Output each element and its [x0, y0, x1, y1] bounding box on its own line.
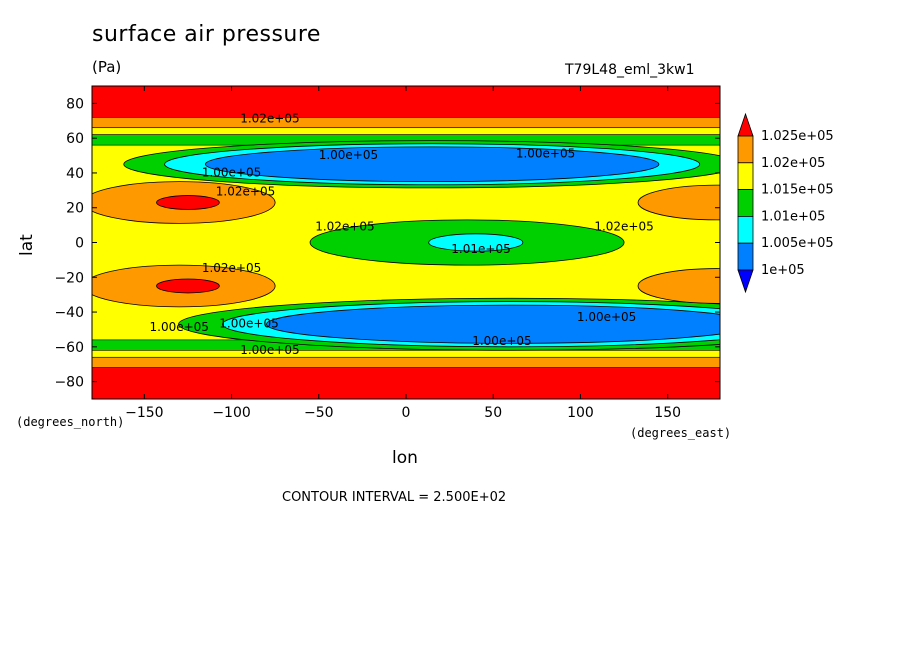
contour-label-7: 1.02e+05: [594, 219, 653, 233]
y-tick-label-5: 20: [66, 201, 84, 217]
x-tick-label-5: 100: [567, 405, 594, 421]
lat-band-5: [92, 350, 720, 358]
contour-label-2: 1.00e+05: [516, 146, 575, 160]
y-axis-unit-note: (degrees_north): [16, 415, 125, 429]
lat-band-7: [92, 367, 720, 399]
colorbar-label-4: 1.005e+05: [761, 236, 834, 251]
colorbar-top-arrow: [737, 112, 754, 137]
y-tick-label-3: −20: [54, 270, 84, 286]
contour-feature-7-ring-0: [637, 268, 720, 304]
contour-label-1: 1.00e+05: [319, 148, 378, 162]
colorbar-bottom-arrow: [737, 269, 754, 294]
contour-interval-text: CONTOUR INTERVAL = 2.500E+02: [282, 490, 507, 505]
colorbar-swatch-3: [737, 189, 754, 217]
colorbar-label-2: 1.015e+05: [761, 183, 834, 198]
x-tick-label-6: 150: [654, 405, 681, 421]
y-tick-label-6: 40: [66, 166, 84, 182]
contour-label-4: 1.02e+05: [216, 185, 275, 199]
contour-feature-6-ring-0: [637, 184, 720, 221]
colorbar-swatch-2: [737, 162, 754, 191]
contour-label-3: 1.00e+05: [202, 165, 261, 179]
colorbar-swatch-1: [737, 135, 754, 164]
y-tick-label-2: −40: [54, 305, 84, 321]
contour-label-8: 1.02e+05: [202, 261, 261, 275]
x-tick-label-1: −100: [212, 405, 250, 421]
contour-label-12: 1.00e+05: [472, 334, 531, 348]
y-tick-label-8: 80: [66, 96, 84, 112]
contour-label-9: 1.00e+05: [150, 320, 209, 334]
x-axis-label: lon: [392, 448, 418, 468]
contour-feature-1-ring-2: [266, 304, 720, 344]
chart-units: (Pa): [92, 58, 122, 76]
colorbar-label-5: 1e+05: [761, 263, 805, 278]
contour-label-13: 1.00e+05: [240, 343, 299, 357]
colorbar-label-1: 1.02e+05: [761, 156, 825, 171]
contour-label-6: 1.01e+05: [451, 242, 510, 256]
y-tick-label-7: 60: [66, 131, 84, 147]
y-tick-label-1: −60: [54, 340, 84, 356]
x-tick-label-0: −150: [125, 405, 163, 421]
run-label: T79L48_eml_3kw1: [565, 62, 695, 78]
colorbar-label-0: 1.025e+05: [761, 129, 834, 144]
y-tick-label-4: 0: [75, 236, 84, 252]
colorbar-label-3: 1.01e+05: [761, 209, 825, 224]
contour-label-5: 1.02e+05: [315, 219, 374, 233]
contour-feature-3-ring-0: [156, 195, 220, 210]
y-tick-label-0: −80: [54, 375, 84, 391]
contour-feature-5-ring-0: [156, 278, 220, 294]
colorbar-swatch-5: [737, 242, 754, 271]
contour-label-11: 1.00e+05: [577, 310, 636, 324]
x-tick-label-4: 50: [484, 405, 502, 421]
colorbar-swatch-4: [737, 215, 754, 244]
chart-title: surface air pressure: [92, 22, 321, 47]
x-tick-label-2: −50: [304, 405, 334, 421]
contour-feature-0-ring-2: [204, 146, 660, 183]
lat-band-6: [92, 356, 720, 368]
x-tick-label-3: 0: [402, 405, 411, 421]
contour-label-10: 1.00e+05: [219, 317, 278, 331]
lat-band-0: [92, 86, 720, 118]
lat-band-1: [92, 117, 720, 129]
lat-band-2: [92, 127, 720, 135]
x-axis-unit-note: (degrees_east): [630, 426, 732, 440]
contour-label-0: 1.02e+05: [240, 112, 299, 126]
contour-feature-9-ring-0: [428, 233, 524, 252]
